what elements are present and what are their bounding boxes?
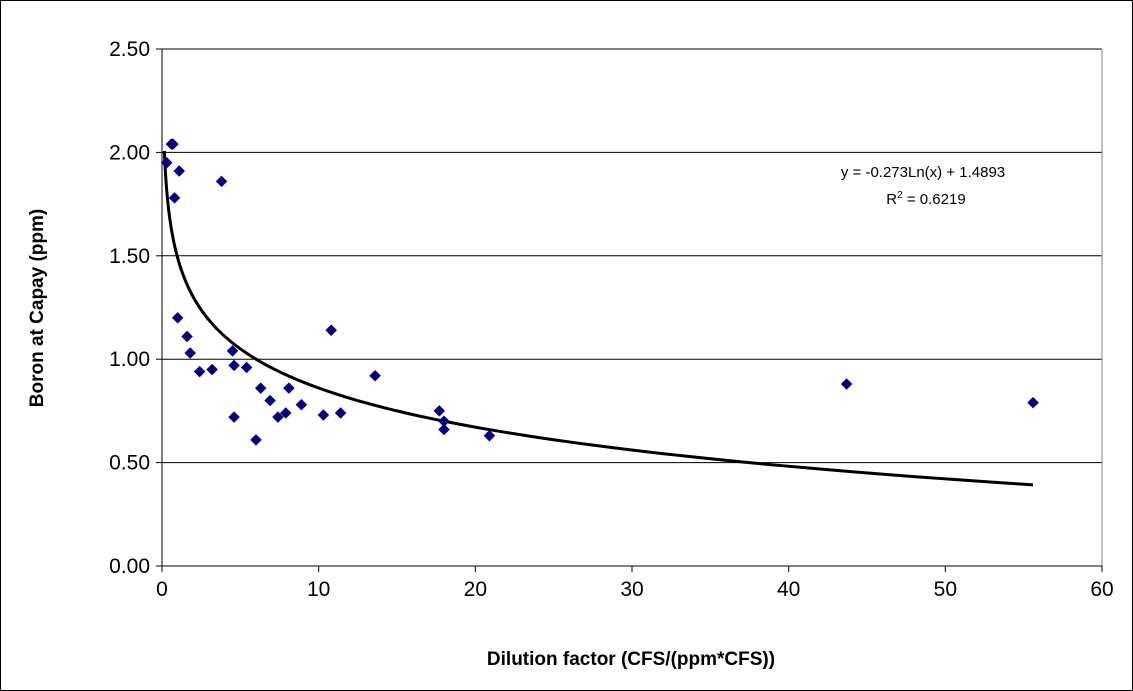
data-point	[250, 433, 262, 446]
y-tick-label: 0.00	[109, 555, 150, 578]
data-point	[317, 409, 330, 421]
y-tick-label: 2.50	[109, 38, 150, 61]
x-tick-label: 0	[156, 578, 168, 601]
data-point	[254, 382, 267, 395]
data-point	[228, 411, 240, 423]
data-point	[1027, 396, 1039, 409]
data-point	[272, 411, 284, 423]
data-point	[840, 378, 853, 390]
x-tick-label: 40	[777, 578, 800, 601]
x-tick-label: 50	[934, 578, 957, 601]
axes	[156, 48, 1103, 572]
data-point	[193, 365, 206, 378]
y-axis-title: Boron at Capay (ppm)	[27, 209, 48, 407]
data-point	[295, 398, 308, 411]
data-point	[483, 429, 496, 442]
x-tick-label: 60	[1090, 578, 1113, 601]
trendline-equation: y = -0.273Ln(x) + 1.4893	[841, 164, 1005, 181]
data-point	[173, 165, 186, 177]
x-tick-label: 20	[464, 578, 487, 601]
trendline	[162, 150, 1034, 487]
trendline-r-squared: R2 = 0.6219	[886, 190, 965, 208]
data-point	[167, 138, 179, 150]
trendline-layer	[162, 150, 1034, 487]
data-point	[168, 192, 181, 204]
data-point	[181, 330, 193, 343]
x-tick-label: 10	[307, 578, 330, 601]
x-axis-title: Dilution factor (CFS/(ppm*CFS))	[487, 649, 775, 670]
data-points	[160, 138, 1039, 446]
data-point	[226, 345, 239, 357]
r-squared-symbol: R	[886, 191, 897, 208]
data-point	[171, 311, 184, 324]
data-point	[215, 175, 228, 188]
data-point	[438, 423, 450, 436]
r-squared-superscript: 2	[897, 190, 903, 201]
data-point	[160, 156, 173, 169]
data-point	[369, 369, 381, 382]
r-squared-value: = 0.6219	[903, 191, 966, 208]
data-point	[283, 382, 295, 395]
data-point	[240, 361, 253, 374]
data-point	[433, 405, 446, 417]
x-tick-label: 30	[620, 578, 643, 601]
y-tick-label: 0.50	[109, 452, 150, 475]
data-point	[264, 394, 276, 407]
data-point	[325, 324, 338, 337]
data-point	[206, 363, 218, 376]
data-point	[228, 359, 240, 372]
y-tick-label: 1.50	[109, 245, 150, 268]
y-tick-label: 1.00	[109, 348, 150, 371]
y-tick-label: 2.00	[109, 141, 150, 164]
data-point	[184, 347, 197, 359]
data-point	[279, 407, 292, 419]
tick-labels: 0.00 0.50 1.00 1.50 2.00 2.50 0 10 20 30 40 50 60	[109, 38, 1114, 601]
data-point	[334, 407, 347, 419]
